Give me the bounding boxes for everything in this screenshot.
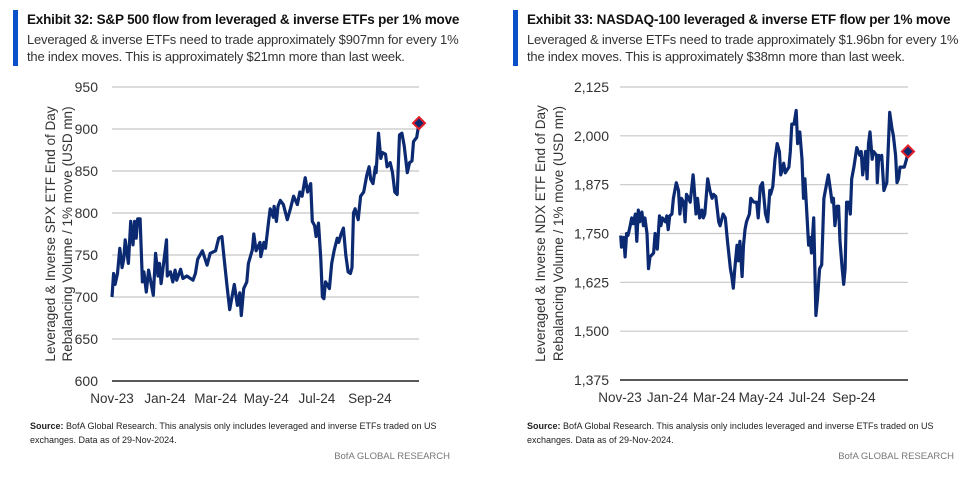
series-line: [110, 122, 421, 318]
exhibit-32-subtitle-line-2: the index moves. This is approximately $…: [27, 49, 405, 64]
y-tick-label: 850: [75, 163, 99, 179]
y-tick-label: 600: [75, 373, 99, 389]
x-tick-label: Jan-24: [647, 390, 689, 405]
y-tick-label: 800: [75, 205, 99, 221]
latest-value-marker: [411, 115, 427, 131]
y-axis-label: Rebalancing Volume / 1% move (USD mn): [60, 106, 75, 361]
exhibit-33-subtitle-line-1: Leveraged & inverse ETFs need to trade a…: [527, 32, 959, 47]
x-tick-label: Jul-24: [789, 390, 826, 405]
y-tick-label: 650: [75, 331, 99, 347]
x-tick-label: Sep-24: [348, 391, 392, 406]
x-tick-label: Nov-23: [598, 390, 642, 405]
x-tick-label: Mar-24: [194, 391, 237, 406]
exhibit-33-chart: 1,375 1,500 1,625 1,750 1,875 2,000 2,125 Nov-2…: [533, 79, 916, 405]
x-tick-label: May-24: [739, 390, 785, 405]
source-label: Source:: [527, 421, 561, 431]
latest-value-marker: [900, 144, 916, 159]
y-tick-label: 1,375: [574, 372, 609, 388]
exhibit-32-subtitle-line-1: Leveraged & inverse ETFs need to trade a…: [27, 32, 459, 47]
source-text: BofA Global Research. This analysis only…: [527, 421, 934, 445]
exhibit-33-subtitle-line-2: the index moves. This is approximately $…: [527, 49, 905, 64]
exhibit-accent-bar: [513, 10, 518, 66]
y-tick-label: 1,625: [574, 274, 609, 290]
y-tick-label: 1,750: [574, 226, 609, 242]
exhibit-33-source: Source: BofA Global Research. This analy…: [527, 419, 947, 447]
exhibit-33-title: Exhibit 33: NASDAQ-100 leveraged & inver…: [527, 12, 951, 27]
y-tick-label: 2,000: [574, 128, 609, 144]
y-axis-label: Rebalancing Volume / 1% move (USD mn): [551, 106, 566, 361]
x-tick-label: Jan-24: [144, 391, 186, 406]
y-tick-label: 700: [75, 289, 99, 305]
y-axis-label: Leveraged & Inverse SPX ETF End of Day: [43, 106, 58, 361]
y-tick-label: 950: [75, 79, 99, 95]
x-tick-label: Jul-24: [299, 391, 336, 406]
exhibit-33-brand: BofA GLOBAL RESEARCH: [838, 451, 954, 462]
source-label: Source:: [30, 421, 64, 431]
y-tick-label: 2,125: [574, 79, 609, 95]
exhibit-32-chart: 600 650 700 750 800 850 900 950 Nov-23 Jan-24 Mar-…: [43, 79, 427, 406]
exhibit-32-source: Source: BofA Global Research. This analy…: [30, 419, 450, 447]
x-tick-label: Sep-24: [832, 390, 876, 405]
exhibit-32-brand: BofA GLOBAL RESEARCH: [334, 451, 450, 462]
y-tick-label: 900: [75, 121, 99, 137]
x-tick-label: Nov-23: [90, 391, 134, 406]
y-axis-label: Leveraged & Inverse NDX ETF End of Day: [533, 105, 548, 362]
source-text: BofA Global Research. This analysis only…: [30, 421, 437, 445]
y-tick-label: 750: [75, 247, 99, 263]
exhibit-32-title: Exhibit 32: S&P 500 flow from leveraged …: [27, 12, 460, 27]
x-tick-label: May-24: [244, 391, 290, 406]
x-tick-label: Mar-24: [693, 390, 736, 405]
y-tick-label: 1,875: [574, 177, 609, 193]
series-line: [619, 108, 910, 318]
y-tick-label: 1,500: [574, 323, 609, 339]
exhibit-accent-bar: [13, 10, 18, 66]
